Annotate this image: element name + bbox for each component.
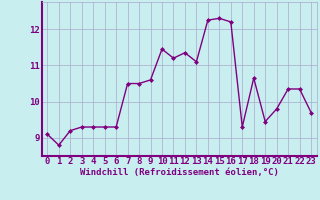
X-axis label: Windchill (Refroidissement éolien,°C): Windchill (Refroidissement éolien,°C) [80, 168, 279, 177]
